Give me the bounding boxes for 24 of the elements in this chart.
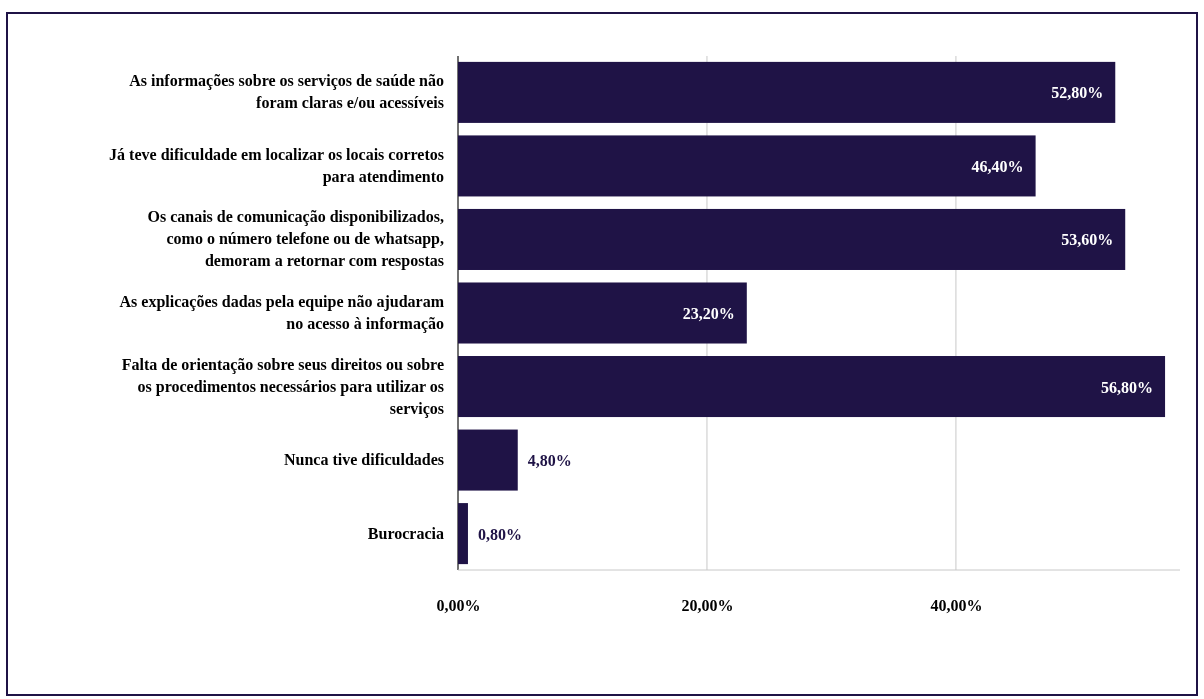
data-label: 4,80% xyxy=(527,452,572,470)
data-label: 0,80% xyxy=(477,525,522,543)
data-label: 52,80% xyxy=(1051,84,1104,102)
y-tick-label: Já teve dificuldade em localizar os locais corretos para atendimento xyxy=(109,145,444,186)
data-label: 46,40% xyxy=(971,157,1024,175)
y-tick-label: As informações sobre os serviços de saúde não foram claras e/ou acessíveis xyxy=(129,72,444,112)
bar xyxy=(458,135,1036,197)
y-tick-label: Falta de orientação sobre seus direitos ou sobre os procedimentos necessários para utilizar os serviços xyxy=(121,355,444,418)
x-tick-label: 0,00% xyxy=(436,597,481,615)
y-tick-label: As explicações dadas pela equipe não ajudaram no acesso à informação xyxy=(119,293,445,333)
data-label: 53,60% xyxy=(1061,231,1114,249)
y-tick-label: Nunca tive dificuldades xyxy=(283,451,444,469)
bar xyxy=(458,61,1116,123)
y-tick-label: Os canais de comunicação disponibilizados, como o número telefone ou de whatsapp, demoram a retornar com respostas xyxy=(147,208,444,271)
bar xyxy=(458,429,518,491)
data-label: 56,80% xyxy=(1101,378,1154,396)
bar xyxy=(458,282,747,344)
bar xyxy=(458,208,1126,270)
x-tick-label: 20,00% xyxy=(681,597,734,615)
bar xyxy=(458,356,1166,418)
data-label: 23,20% xyxy=(682,305,735,322)
bar xyxy=(458,503,468,565)
y-tick-label: Burocracia xyxy=(367,524,444,542)
x-tick-label: 40,00% xyxy=(930,597,983,615)
